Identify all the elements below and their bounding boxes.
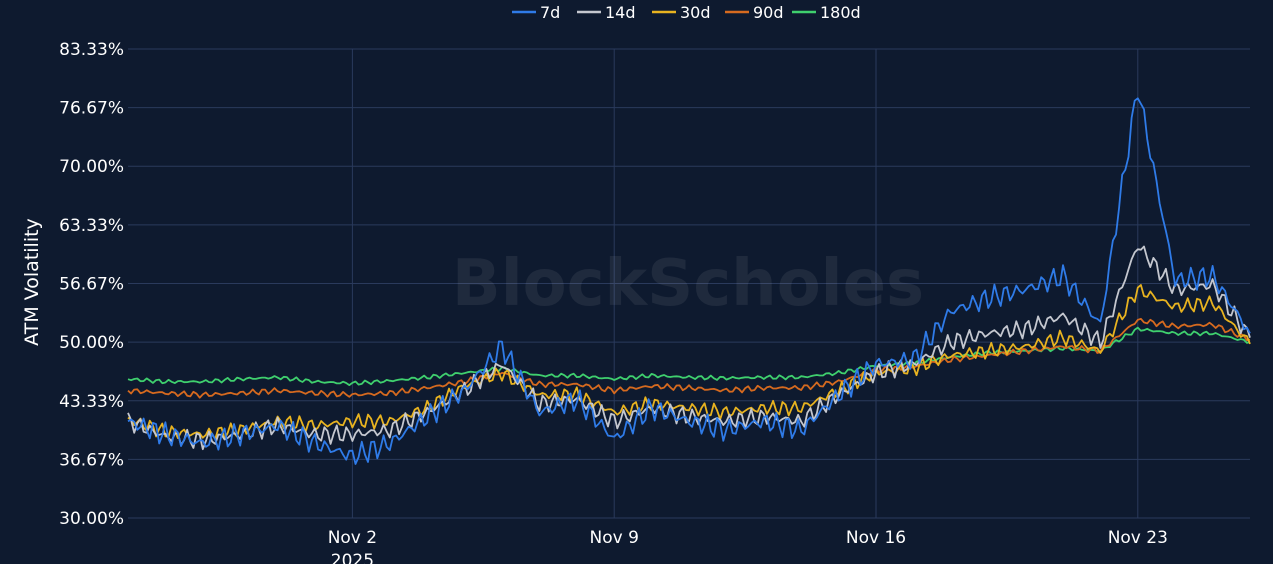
legend-label: 14d — [605, 3, 636, 22]
legend-label: 90d — [753, 3, 784, 22]
series-line-14d — [127, 245, 1251, 451]
series-line-180d — [127, 326, 1251, 387]
x-tick-labels: Nov 2 Nov 9 Nov 16 Nov 23 2025 — [328, 528, 1168, 564]
legend-label: 7d — [540, 3, 560, 22]
legend-item-30d[interactable]: 30d — [652, 3, 711, 22]
y-tick-label: 30.00% — [59, 509, 124, 529]
y-axis-title: ATM Volatility — [21, 218, 43, 346]
legend-item-90d[interactable]: 90d — [725, 3, 784, 22]
x-tick-label: Nov 23 — [1108, 528, 1168, 548]
series-line-7d — [127, 97, 1251, 465]
x-tick-label: Nov 2 — [328, 528, 377, 548]
y-tick-label: 50.00% — [59, 333, 124, 353]
y-tick-label: 43.33% — [59, 392, 124, 412]
x-tick-year: 2025 — [331, 551, 374, 564]
legend-label: 30d — [680, 3, 711, 22]
series-line-90d — [127, 317, 1251, 399]
grid-lines — [128, 48, 1250, 519]
y-tick-label: 36.67% — [59, 450, 124, 470]
legend-item-7d[interactable]: 7d — [512, 3, 560, 22]
x-tick-label: Nov 9 — [589, 528, 638, 548]
x-tick-label: Nov 16 — [846, 528, 906, 548]
legend: 7d 14d 30d 90d 180d — [512, 3, 861, 22]
y-tick-label: 70.00% — [59, 157, 124, 177]
y-tick-label: 83.33% — [59, 40, 124, 60]
legend-item-14d[interactable]: 14d — [577, 3, 636, 22]
watermark: BlockScholes — [452, 247, 924, 321]
y-tick-label: 63.33% — [59, 216, 124, 236]
legend-item-180d[interactable]: 180d — [792, 3, 861, 22]
legend-label: 180d — [820, 3, 861, 22]
y-tick-label: 76.67% — [59, 99, 124, 119]
y-tick-label: 56.67% — [59, 274, 124, 294]
y-tick-labels: 30.00% 36.67% 43.33% 50.00% 56.67% 63.33% 70.0… — [59, 40, 124, 529]
series-lines — [127, 97, 1251, 465]
